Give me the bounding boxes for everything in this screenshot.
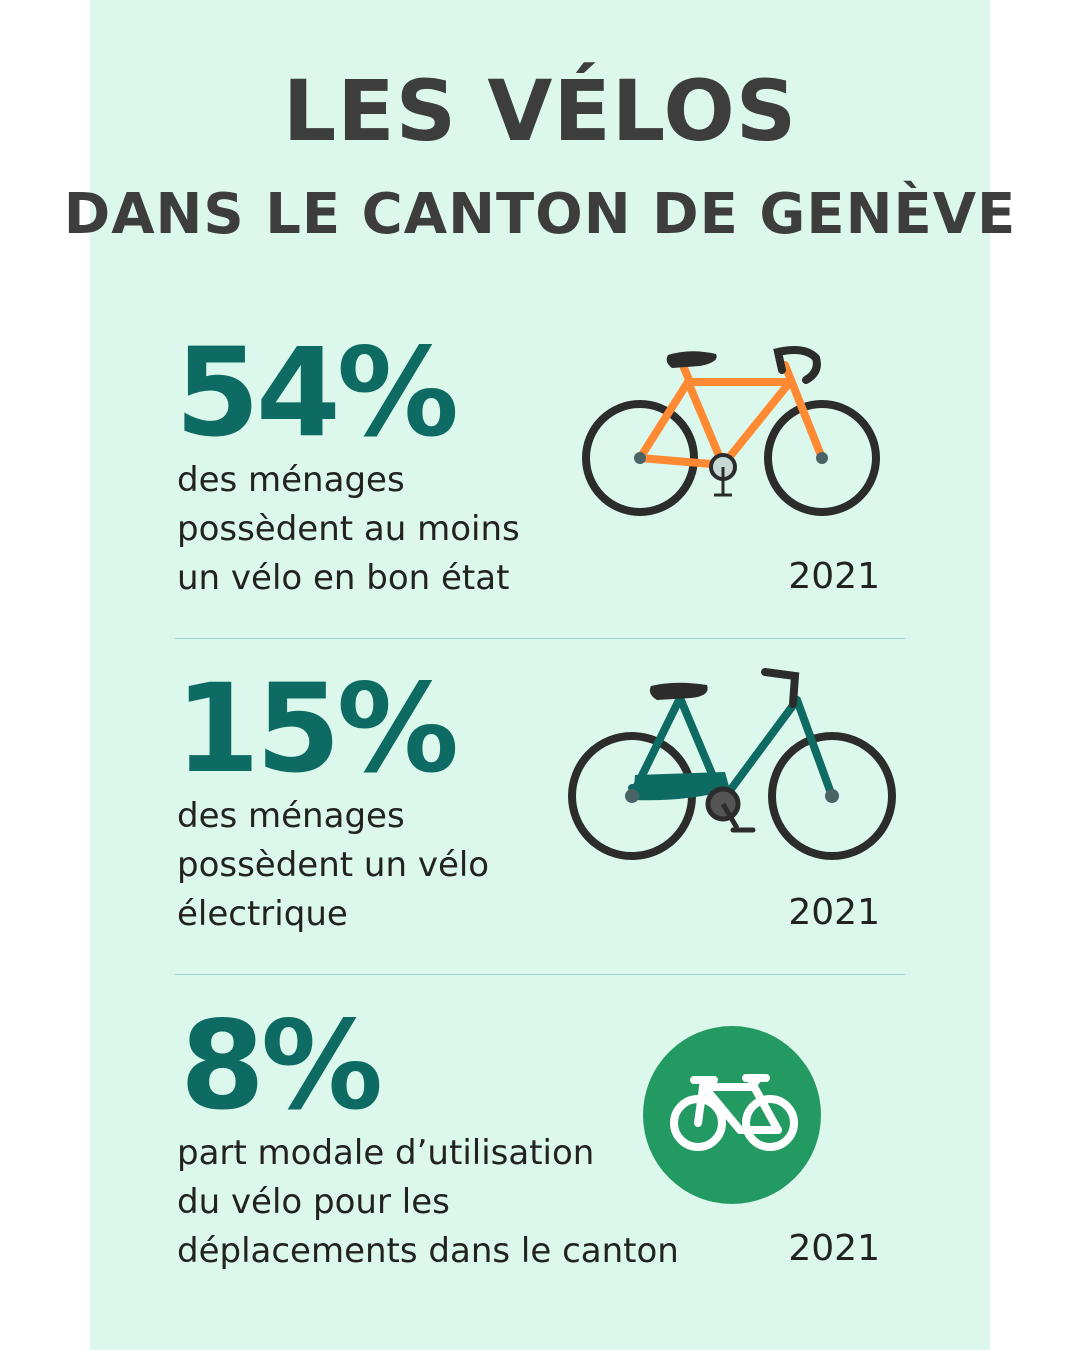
desc-line: un vélo en bon état: [177, 558, 510, 598]
desc-line: des ménages: [177, 460, 405, 500]
desc-line: part modale d’utilisation: [177, 1133, 595, 1173]
stat-year: 2021: [788, 1228, 880, 1269]
stat-description: part modale d’utilisation du vélo pour l…: [177, 1129, 679, 1276]
page-subtitle: DANS LE CANTON DE GENÈVE: [63, 182, 1017, 247]
stat-households-bike: 54% des ménages possèdent au moins un vé…: [0, 0, 1080, 598]
stat-value: 15%: [175, 658, 459, 800]
divider: [175, 638, 905, 639]
page-title: LES VÉLOS: [282, 62, 798, 160]
desc-line: possèdent un vélo: [177, 845, 490, 885]
stat-modal-share: 8% part modale d’utilisation du vélo pou…: [0, 0, 1080, 1271]
stat-year: 2021: [788, 892, 880, 933]
stat-households-ebike: 15% des ménages possèdent un vélo électr…: [0, 0, 1080, 934]
orange-road-bicycle-icon: [582, 346, 880, 516]
infographic-panel: [90, 0, 990, 1350]
stat-value: 8%: [180, 995, 383, 1137]
desc-line: électrique: [177, 894, 348, 934]
desc-line: possèdent au moins: [177, 509, 520, 549]
stat-year: 2021: [788, 556, 880, 597]
desc-line: du vélo pour les: [177, 1182, 450, 1222]
desc-line: déplacements dans le canton: [177, 1231, 679, 1271]
stat-value: 54%: [175, 322, 459, 464]
teal-electric-bicycle-icon: [568, 668, 896, 860]
stat-description: des ménages possèdent un vélo électrique: [177, 792, 489, 939]
bicycle-circle-icon: [643, 1026, 821, 1204]
stat-description: des ménages possèdent au moins un vélo e…: [177, 456, 520, 603]
desc-line: des ménages: [177, 796, 405, 836]
divider: [175, 974, 905, 975]
